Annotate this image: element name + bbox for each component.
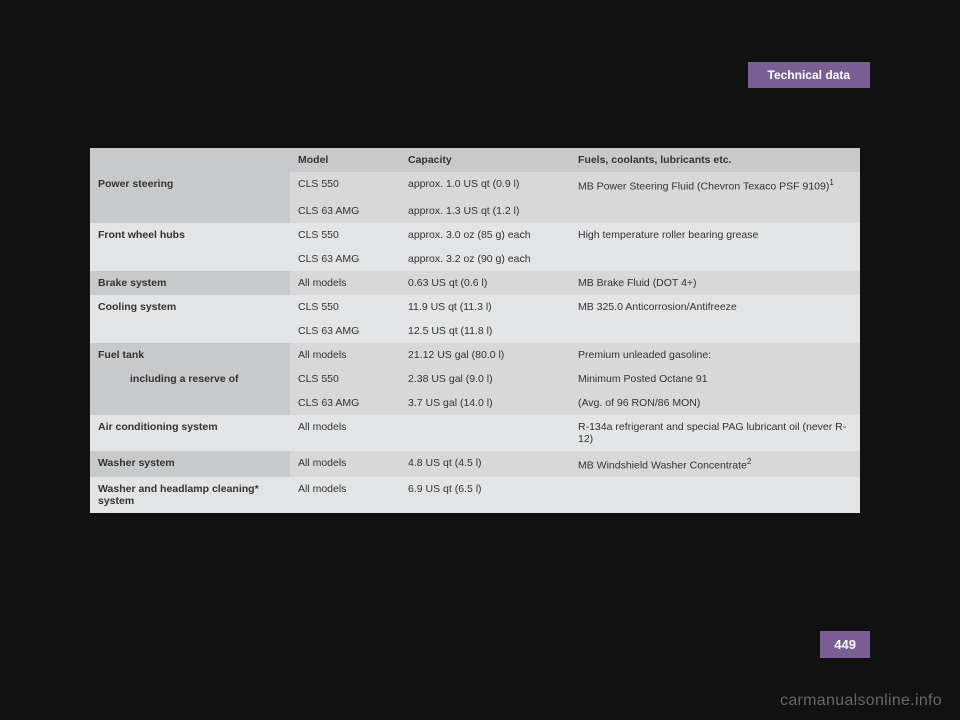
th-capacity: Capacity [400,148,570,172]
page-number-tab: 449 [820,631,870,658]
table-row: CLS 63 AMGapprox. 3.2 oz (90 g) each [90,247,860,271]
cell-fuel: MB Windshield Washer Concentrate2 [570,451,860,478]
table-row: Cooling systemCLS 55011.9 US qt (11.3 l)… [90,295,860,319]
cell-fuel: MB 325.0 Anticorrosion/Antifreeze [570,295,860,319]
cell-fuel: MB Power Steering Fluid (Chevron Texaco … [570,172,860,199]
table-row: Air conditioning systemAll models R-134a … [90,415,860,451]
cell-group: Air conditioning system [90,415,290,451]
watermark: carmanualsonline.info [780,692,942,710]
section-header-text: Technical data [768,68,850,82]
cell-group: Brake system [90,271,290,295]
cell-group: Washer system [90,451,290,478]
cell-capacity: approx. 1.0 US qt (0.9 l) [400,172,570,199]
table-row: including a reserve ofCLS 5502.38 US gal… [90,367,860,391]
page-number: 449 [834,637,856,652]
cell-group: Power steering [90,172,290,199]
cell-group: including a reserve of [90,367,290,391]
cell-capacity [400,415,570,451]
cell-capacity: 12.5 US qt (11.8 l) [400,319,570,343]
cell-capacity: approx. 3.0 oz (85 g) each [400,223,570,247]
cell-group [90,391,290,415]
table-row: Washer and headlamp cleaning* systemAll … [90,477,860,513]
cell-model: CLS 63 AMG [290,247,400,271]
cell-model: CLS 550 [290,367,400,391]
cell-capacity: 0.63 US qt (0.6 l) [400,271,570,295]
th-fuels: Fuels, coolants, lubricants etc. [570,148,860,172]
cell-model: CLS 63 AMG [290,319,400,343]
table-row: CLS 63 AMG12.5 US qt (11.8 l) [90,319,860,343]
cell-capacity: 11.9 US qt (11.3 l) [400,295,570,319]
cell-model: All models [290,271,400,295]
cell-group: Front wheel hubs [90,223,290,247]
watermark-text: carmanualsonline.info [780,692,942,709]
table-row: CLS 63 AMG3.7 US gal (14.0 l)(Avg. of 96… [90,391,860,415]
cell-model: All models [290,477,400,513]
cell-model: CLS 550 [290,295,400,319]
footnote-sup: 2 [747,457,751,466]
cell-capacity: 2.38 US gal (9.0 l) [400,367,570,391]
cell-fuel [570,247,860,271]
cell-model: CLS 550 [290,172,400,199]
cell-fuel [570,319,860,343]
th-blank [90,148,290,172]
capacity-table: Model Capacity Fuels, coolants, lubrican… [90,148,860,513]
table-header-row: Model Capacity Fuels, coolants, lubrican… [90,148,860,172]
cell-fuel: Minimum Posted Octane 91 [570,367,860,391]
cell-model: CLS 550 [290,223,400,247]
footnote-sup: 1 [829,178,833,187]
table-row: CLS 63 AMGapprox. 1.3 US qt (1.2 l) [90,199,860,223]
table-row: Washer systemAll models4.8 US qt (4.5 l)… [90,451,860,478]
table-row: Fuel tankAll models21.12 US gal (80.0 l)… [90,343,860,367]
cell-fuel [570,477,860,513]
cell-fuel: R-134a refrigerant and special PAG lubri… [570,415,860,451]
cell-model: CLS 63 AMG [290,391,400,415]
table-row: Power steeringCLS 550approx. 1.0 US qt (… [90,172,860,199]
cell-model: CLS 63 AMG [290,199,400,223]
cell-group: Washer and headlamp cleaning* system [90,477,290,513]
cell-capacity: approx. 1.3 US qt (1.2 l) [400,199,570,223]
section-header-tab: Technical data [748,62,870,88]
cell-model: All models [290,343,400,367]
cell-capacity: 6.9 US qt (6.5 l) [400,477,570,513]
cell-model: All models [290,415,400,451]
cell-group: Fuel tank [90,343,290,367]
cell-model: All models [290,451,400,478]
cell-capacity: 21.12 US gal (80.0 l) [400,343,570,367]
cell-group [90,319,290,343]
cell-fuel: Premium unleaded gasoline: [570,343,860,367]
cell-fuel [570,199,860,223]
cell-capacity: approx. 3.2 oz (90 g) each [400,247,570,271]
cell-fuel: High temperature roller bearing grease [570,223,860,247]
cell-group: Cooling system [90,295,290,319]
table-row: Front wheel hubsCLS 550approx. 3.0 oz (8… [90,223,860,247]
cell-fuel: MB Brake Fluid (DOT 4+) [570,271,860,295]
cell-capacity: 4.8 US qt (4.5 l) [400,451,570,478]
cell-fuel: (Avg. of 96 RON/86 MON) [570,391,860,415]
table-row: Brake systemAll models0.63 US qt (0.6 l)… [90,271,860,295]
cell-group [90,247,290,271]
cell-group [90,199,290,223]
th-model: Model [290,148,400,172]
cell-capacity: 3.7 US gal (14.0 l) [400,391,570,415]
